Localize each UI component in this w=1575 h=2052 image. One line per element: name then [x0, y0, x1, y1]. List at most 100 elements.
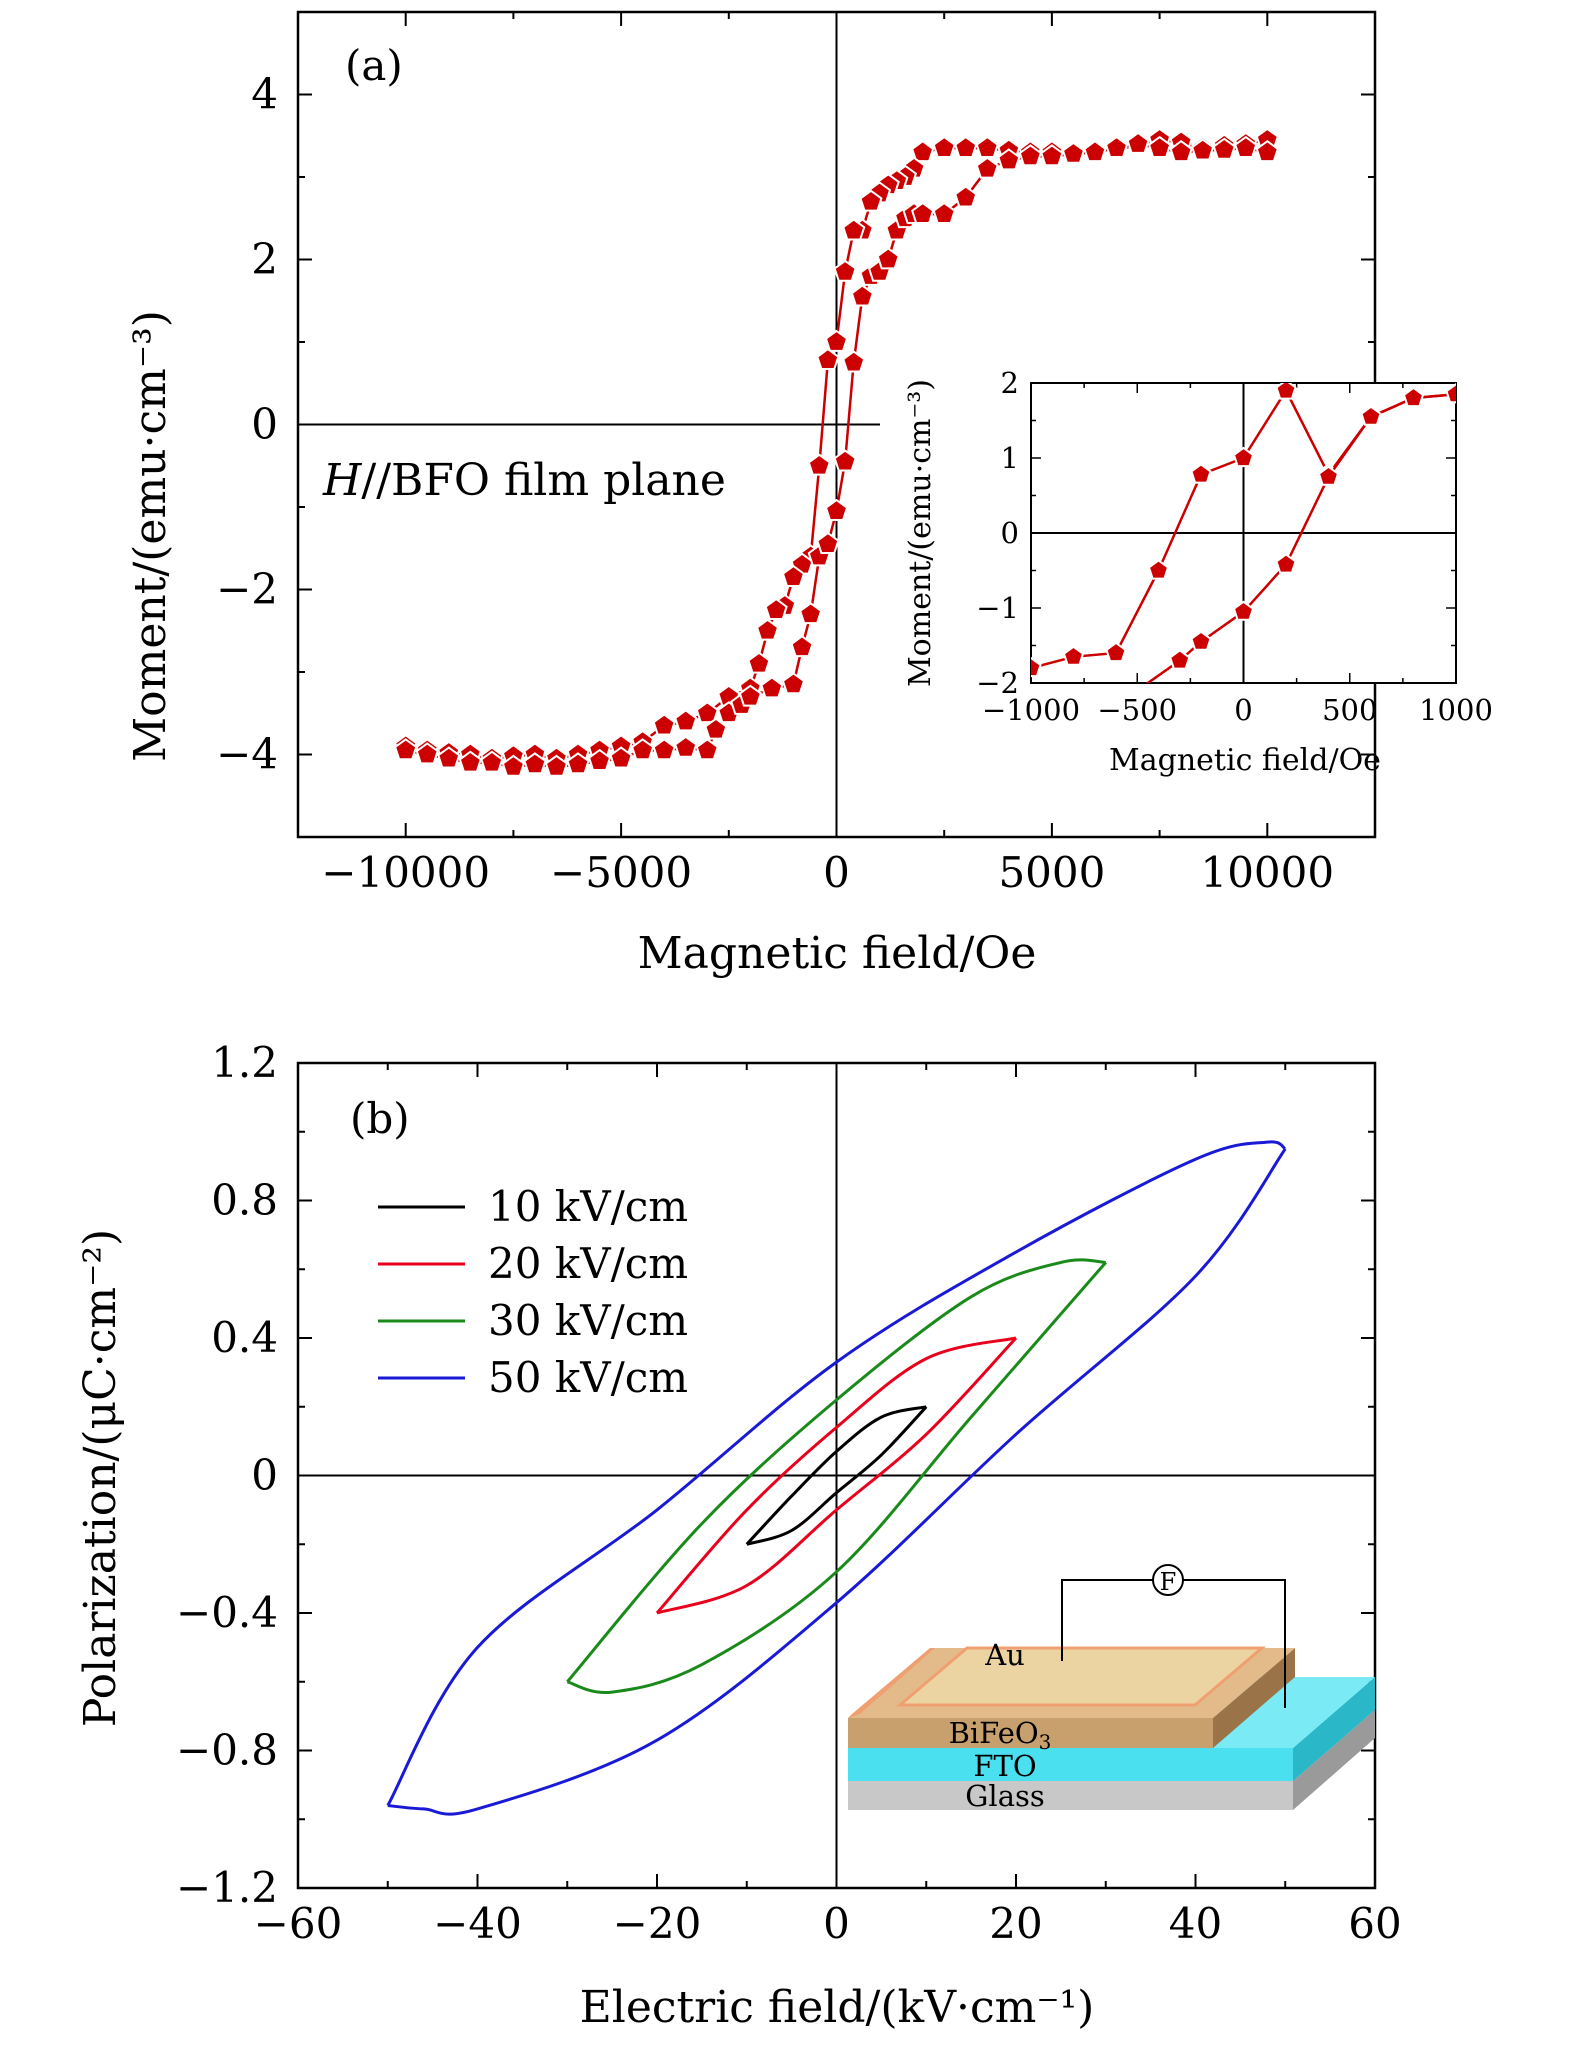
panel-a-marker-ascending [523, 752, 547, 775]
annotation-rest: //BFO film plane [361, 455, 726, 506]
panel-a-marker-descending [842, 218, 866, 241]
panel-a-marker-ascending [1061, 141, 1086, 164]
panel-a-marker-ascending [799, 602, 823, 625]
panel-a-marker-ascending [501, 754, 526, 777]
panel-a-xtick-label: −5000 [550, 848, 692, 897]
panel-b-xtick-label: 0 [823, 1899, 850, 1948]
loop-30-upper-branch [566, 1258, 1106, 1683]
panel-b-ytick-label: −0.8 [176, 1726, 278, 1775]
panel-a-marker-ascending [760, 676, 784, 699]
panel-a-marker-ascending [824, 498, 849, 521]
legend-label: 20 kV/cm [488, 1239, 688, 1288]
panel-a-marker-descending [954, 135, 978, 158]
inset-ytick-label: 2 [1001, 366, 1019, 400]
panel-a-label: (a) [345, 41, 403, 90]
fto-layer-side [1293, 1677, 1375, 1781]
inset-marker-descending [1062, 645, 1085, 666]
panel-a-xtick-label: −10000 [321, 848, 490, 897]
panel-a-marker-descending [652, 713, 676, 736]
panel-a-marker-descending [816, 347, 840, 370]
panel-b-ytick-label: 1.2 [211, 1038, 278, 1087]
loop-10-upper-branch [745, 1405, 927, 1546]
legend-label: 30 kV/cm [488, 1296, 688, 1345]
panel-a-marker-ascending [609, 746, 633, 769]
panel-a-xtick-label: 5000 [998, 848, 1105, 897]
panel-a-ytick-label: 4 [251, 70, 278, 119]
panel-a-marker-ascending [1147, 135, 1172, 158]
panel-a-marker-ascending [631, 738, 655, 761]
au-electrode [895, 1646, 1267, 1707]
inset-ylabel: Moment/(emu·cm⁻³) [903, 379, 938, 687]
glass-layer-front [848, 1781, 1293, 1810]
panel-a-marker-ascending [790, 635, 814, 658]
panel-a-marker-descending [859, 189, 883, 212]
panel-b: −60 −40 −20 0 20 40 60 −1.2 −0.8 −0.4 0 0.4 0.8 1.2 (… [75, 1038, 1402, 2033]
panel-b-ytick-label: 0 [251, 1451, 278, 1500]
panel-a-marker-ascending [695, 738, 719, 761]
panel-a-marker-descending [975, 135, 999, 158]
panel-b-xtick-label: 60 [1348, 1899, 1401, 1948]
panel-b-label: (b) [350, 1094, 410, 1143]
annotation-italic: H [322, 455, 363, 506]
panel-a-marker-descending [764, 597, 788, 620]
panel-a-marker-descending [824, 329, 849, 352]
inset-ytick-label: 0 [1001, 516, 1019, 550]
loop-20-lower-branch [656, 1336, 1018, 1615]
panel-a-marker-ascending [1234, 135, 1258, 158]
panel-a-marker-ascending [394, 738, 418, 761]
loop-30-lower-branch [566, 1261, 1107, 1695]
panel-a-marker-ascending [437, 746, 461, 769]
inset-marker-ascending [1360, 405, 1382, 426]
panel-a-annotation: H//BFO film plane [322, 455, 726, 506]
legend-label: 50 kV/cm [488, 1353, 688, 1402]
loop-50-lower-branch [387, 1148, 1287, 1816]
panel-a-xlabel: Magnetic field/Oe [638, 928, 1037, 979]
panel-a-marker-descending [695, 701, 719, 724]
bifeo3-edge-highlight [848, 1648, 935, 1718]
panel-a-marker-ascending [816, 531, 840, 554]
panel-b-ytick-label: −0.4 [176, 1588, 278, 1637]
inset-ticks: −1000 −500 0 500 1000 −2 −1 0 1 2 [976, 366, 1493, 727]
inset-data-clipped [1031, 383, 1456, 683]
inset-ytick-label: 1 [1001, 441, 1019, 475]
panel-a-marker-ascending [932, 201, 956, 224]
panel-a-marker-ascending [842, 350, 866, 373]
panel-a-marker-descending [911, 139, 935, 163]
inset-marker-descending [1147, 559, 1170, 580]
panel-a-marker-descending [747, 651, 771, 674]
inset-data [1031, 383, 1456, 683]
panel-a-marker-descending [833, 259, 857, 282]
panel-a-marker-ascending [1169, 139, 1193, 163]
bifeo3-label-main: BiFeO [949, 1716, 1039, 1750]
inset-marker-ascending [1169, 649, 1191, 670]
inset-marker-ascending [1190, 630, 1212, 651]
fto-label: FTO [973, 1749, 1036, 1783]
panel-a-marker-ascending [587, 748, 612, 771]
inset-xtick-label: 1000 [1419, 693, 1493, 727]
panel-a-marker-ascending [480, 750, 504, 773]
device-schematic: F Au BiFeO3 FTO Glass [848, 1564, 1375, 1813]
inset-marker-descending [1275, 383, 1297, 400]
panel-b-xtick-label: −20 [613, 1899, 702, 1948]
panel-a-marker-ascending [1212, 137, 1236, 160]
inset-marker-ascending [1275, 553, 1297, 574]
meter-icon [1152, 1564, 1184, 1596]
bifeo3-layer-front [848, 1718, 1213, 1748]
panel-b-ylabel: Polarization/(μC·cm⁻²) [75, 1229, 126, 1727]
panel-a-marker-ascending [1191, 138, 1215, 161]
panel-b-xtick-label: 40 [1169, 1899, 1222, 1948]
glass-layer-side [1293, 1710, 1375, 1810]
panel-a-marker-ascending [975, 156, 999, 179]
panel-a-marker-ascending [1255, 139, 1279, 163]
panel-a-marker-ascending [1040, 144, 1064, 167]
panel-b-ytick-label: −1.2 [176, 1863, 278, 1912]
panel-a-marker-descending [932, 135, 956, 158]
au-label: Au [984, 1638, 1025, 1672]
panel-a-marker-ascending [876, 247, 900, 270]
loop-20-upper-branch [655, 1336, 1017, 1614]
meter-symbol: F [1160, 1568, 1177, 1596]
bifeo3-layer-side [1213, 1648, 1295, 1748]
